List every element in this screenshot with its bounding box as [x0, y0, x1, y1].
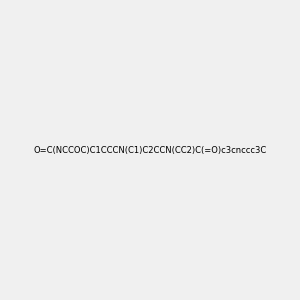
Text: O=C(NCCOC)C1CCCN(C1)C2CCN(CC2)C(=O)c3cnccc3C: O=C(NCCOC)C1CCCN(C1)C2CCN(CC2)C(=O)c3cnc…: [33, 146, 267, 154]
